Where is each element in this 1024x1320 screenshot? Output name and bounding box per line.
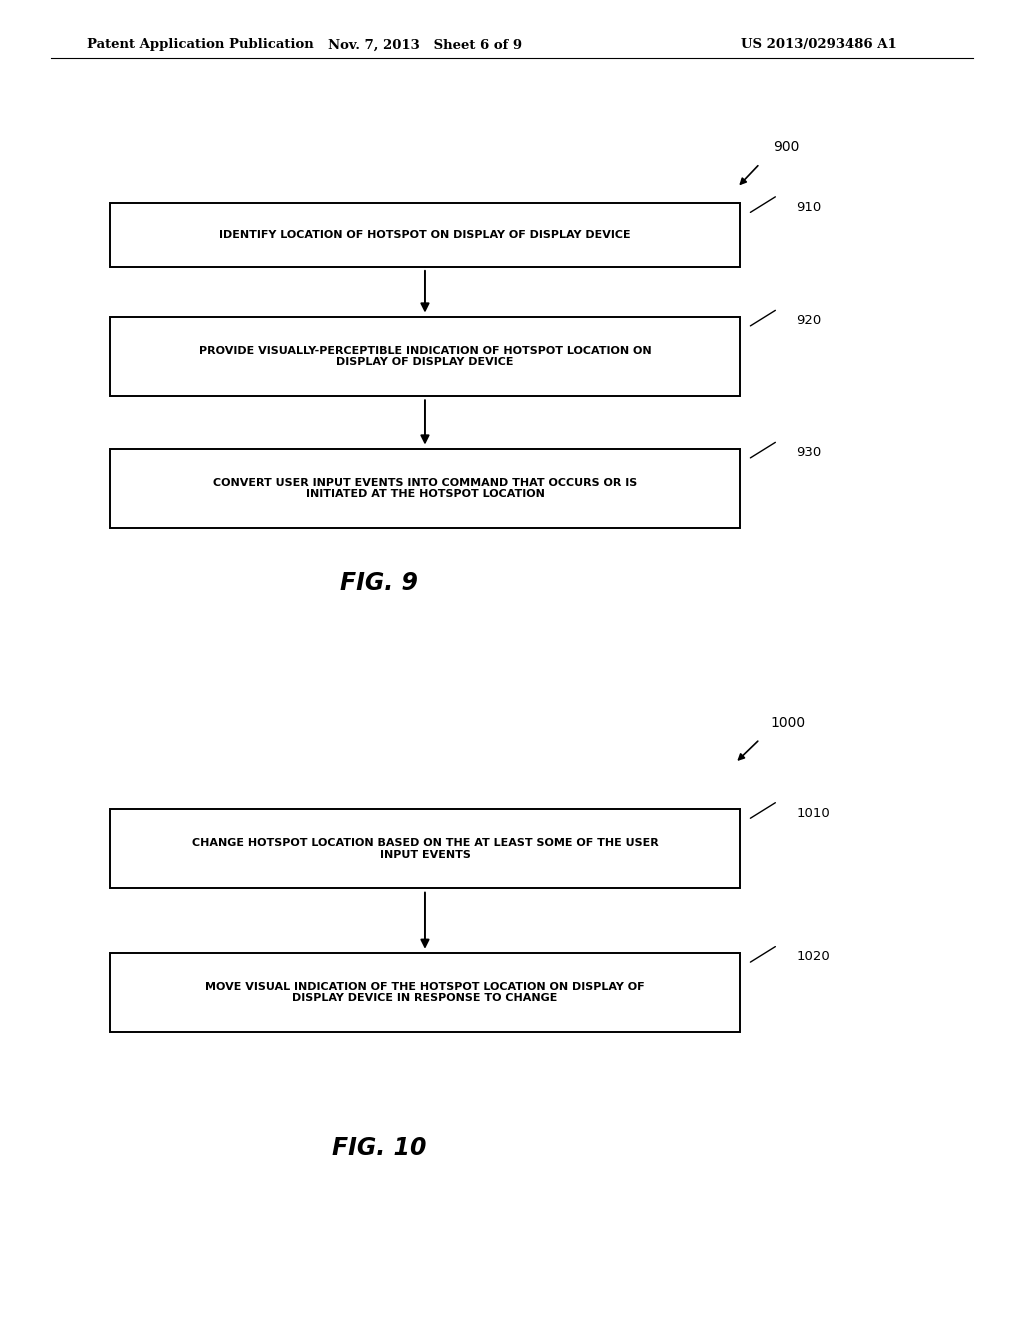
FancyBboxPatch shape	[110, 953, 739, 1032]
Text: 1000: 1000	[770, 715, 805, 730]
FancyBboxPatch shape	[110, 203, 739, 267]
Text: FIG. 10: FIG. 10	[332, 1137, 426, 1160]
Text: 900: 900	[773, 140, 800, 154]
FancyBboxPatch shape	[110, 449, 739, 528]
Text: CONVERT USER INPUT EVENTS INTO COMMAND THAT OCCURS OR IS
INITIATED AT THE HOTSPO: CONVERT USER INPUT EVENTS INTO COMMAND T…	[213, 478, 637, 499]
Text: FIG. 9: FIG. 9	[340, 572, 418, 595]
Text: MOVE VISUAL INDICATION OF THE HOTSPOT LOCATION ON DISPLAY OF
DISPLAY DEVICE IN R: MOVE VISUAL INDICATION OF THE HOTSPOT LO…	[205, 982, 645, 1003]
Text: 1010: 1010	[797, 807, 829, 820]
Text: 920: 920	[797, 314, 821, 327]
FancyBboxPatch shape	[110, 317, 739, 396]
Text: PROVIDE VISUALLY-PERCEPTIBLE INDICATION OF HOTSPOT LOCATION ON
DISPLAY OF DISPLA: PROVIDE VISUALLY-PERCEPTIBLE INDICATION …	[199, 346, 651, 367]
Text: 1020: 1020	[797, 950, 829, 964]
Text: IDENTIFY LOCATION OF HOTSPOT ON DISPLAY OF DISPLAY DEVICE: IDENTIFY LOCATION OF HOTSPOT ON DISPLAY …	[219, 230, 631, 240]
Text: CHANGE HOTSPOT LOCATION BASED ON THE AT LEAST SOME OF THE USER
INPUT EVENTS: CHANGE HOTSPOT LOCATION BASED ON THE AT …	[191, 838, 658, 859]
Text: US 2013/0293486 A1: US 2013/0293486 A1	[741, 38, 897, 51]
Text: Patent Application Publication: Patent Application Publication	[87, 38, 313, 51]
Text: Nov. 7, 2013   Sheet 6 of 9: Nov. 7, 2013 Sheet 6 of 9	[328, 38, 522, 51]
Text: 910: 910	[797, 201, 821, 214]
FancyBboxPatch shape	[110, 809, 739, 888]
Text: 930: 930	[797, 446, 821, 459]
